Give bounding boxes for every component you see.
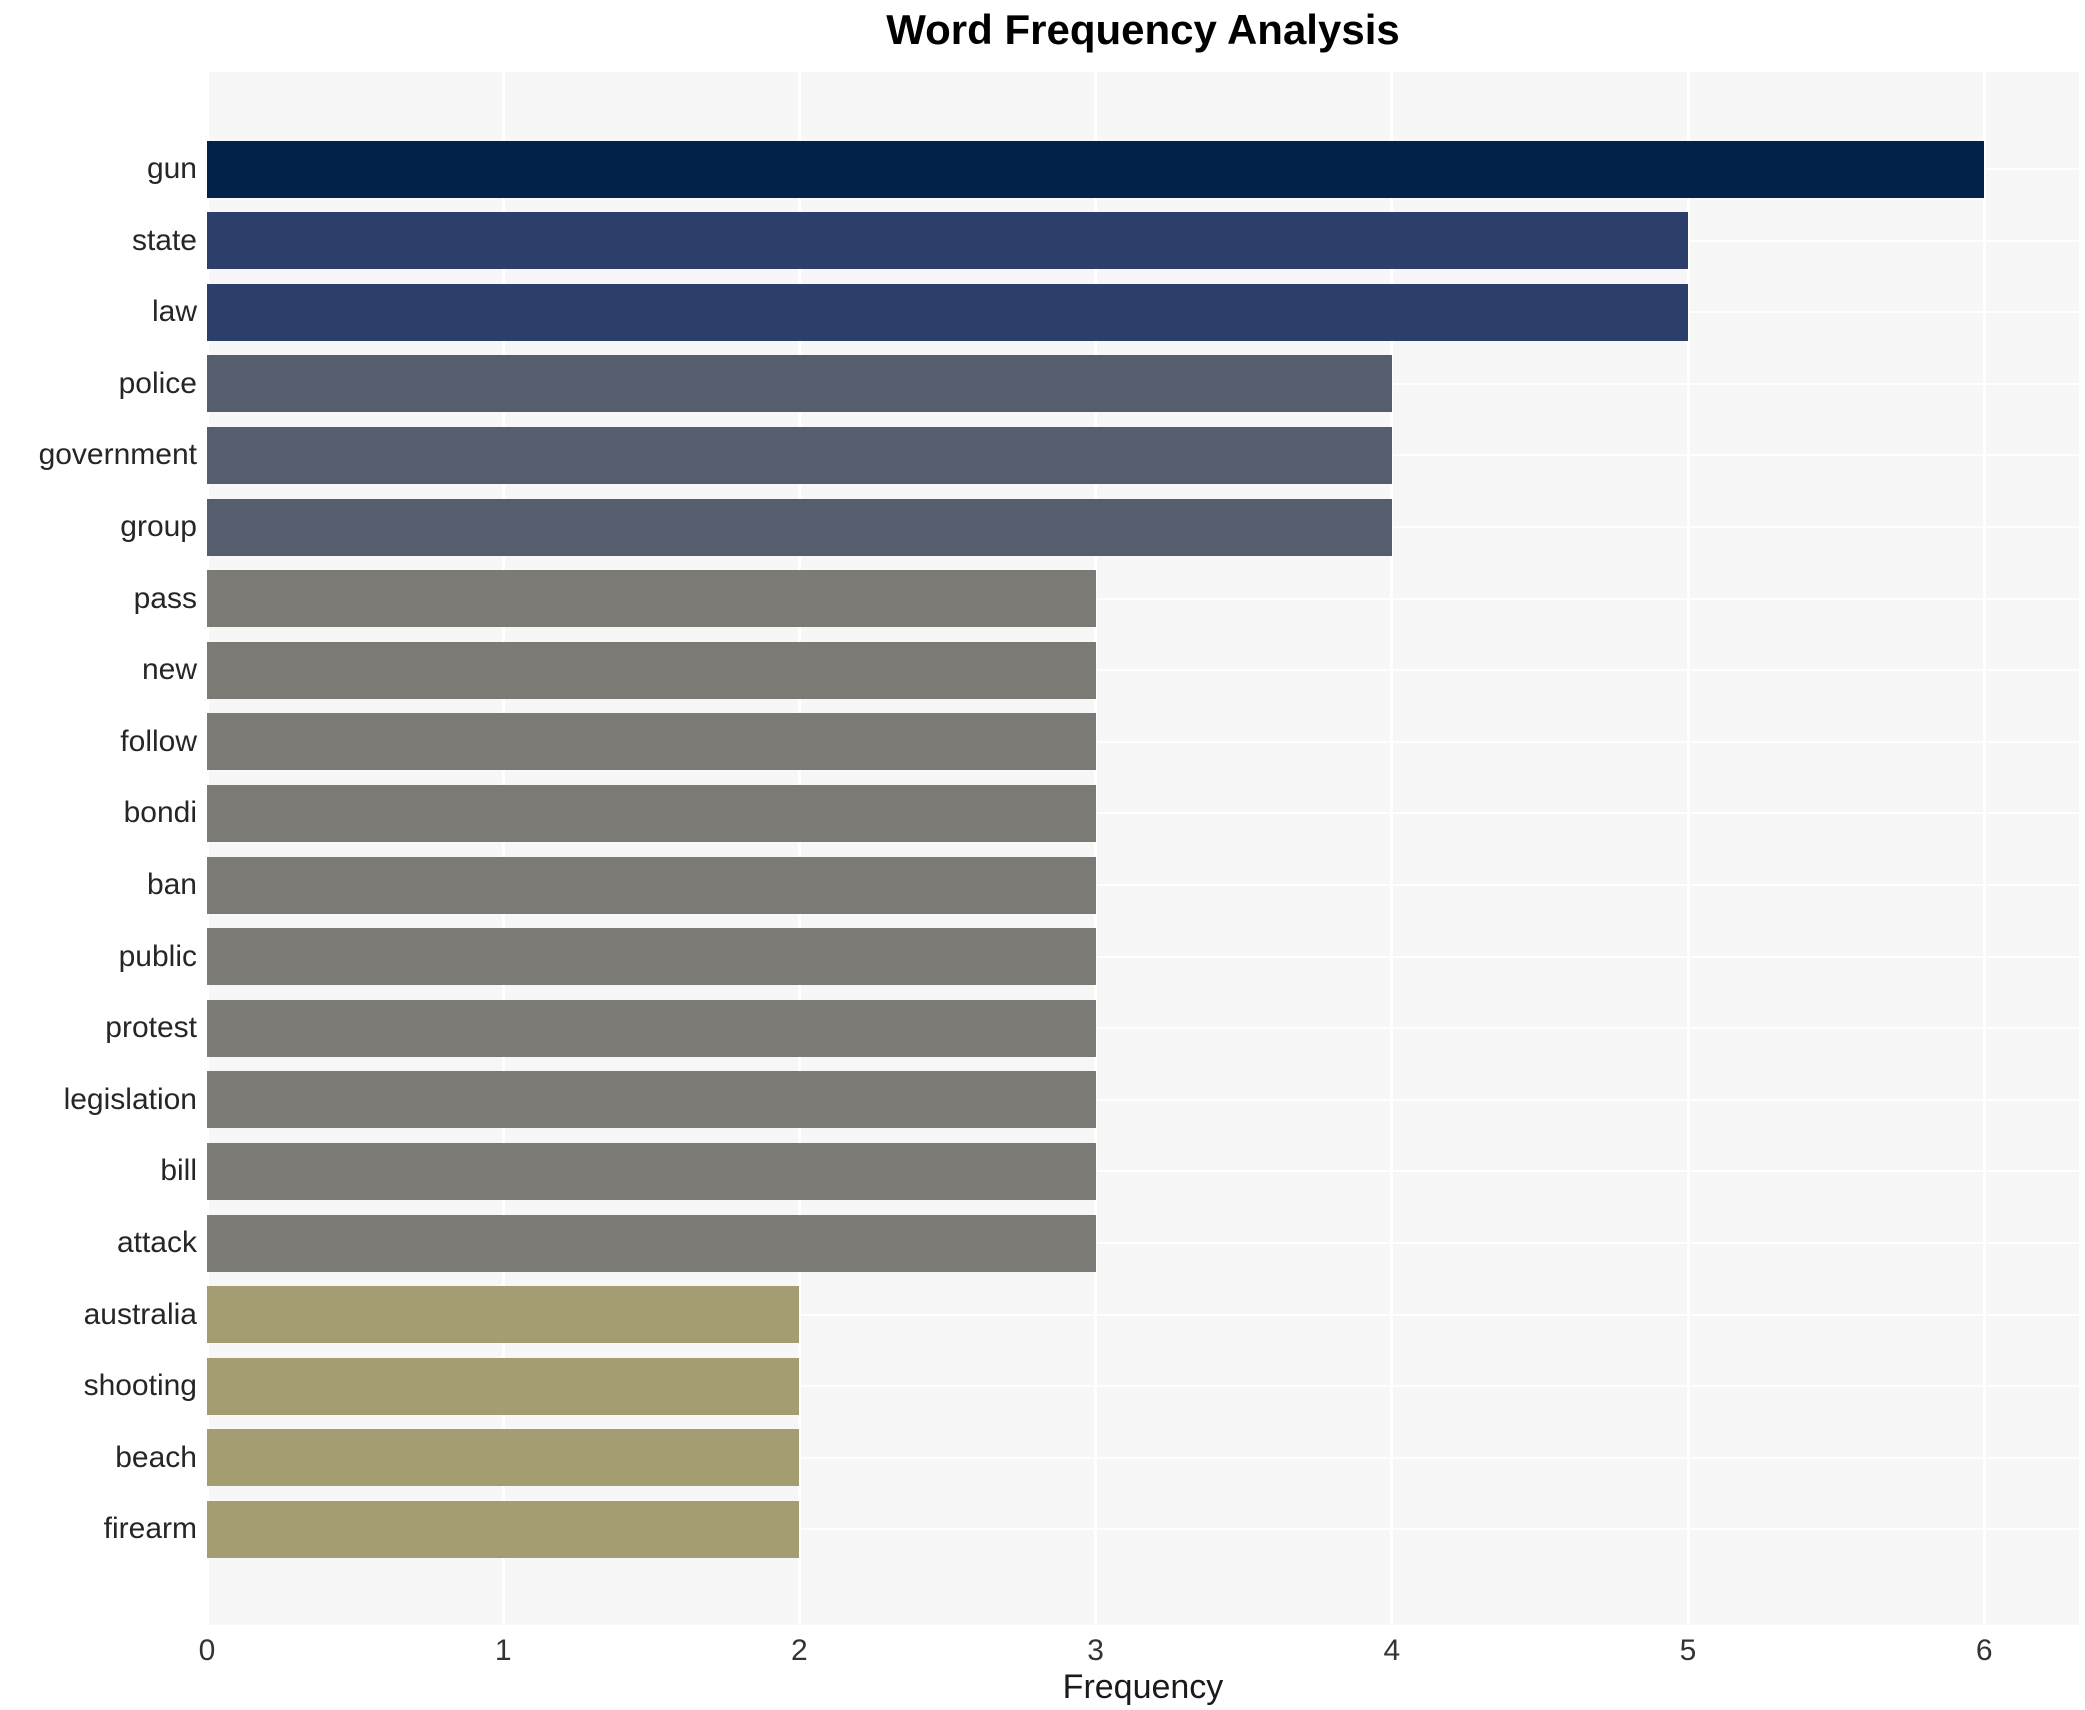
- vertical-gridline: [1982, 72, 1986, 1625]
- horizontal-gridline: [207, 1027, 2079, 1030]
- bar-gun: [207, 140, 1985, 198]
- bar-follow: [207, 713, 1096, 771]
- x-axis-tick-4: 4: [1383, 1634, 1401, 1667]
- horizontal-gridline: [207, 1098, 2079, 1101]
- vertical-gridline: [797, 72, 801, 1625]
- x-axis-tick-5: 5: [1679, 1634, 1697, 1667]
- bar-ban: [207, 856, 1096, 914]
- y-axis-label-attack: attack: [116, 1226, 197, 1259]
- y-axis-label-public: public: [118, 939, 197, 973]
- y-axis-label-firearm: firearm: [103, 1512, 197, 1546]
- horizontal-gridline: [207, 884, 2079, 886]
- horizontal-gridline: [207, 740, 2079, 743]
- x-axis-title: Frequency: [1062, 1668, 1224, 1706]
- horizontal-gridline: [207, 1456, 2079, 1459]
- bar-government: [207, 426, 1392, 484]
- vertical-gridline: [1686, 72, 1690, 1625]
- bar-new: [207, 641, 1096, 699]
- plot-area: [205, 72, 2079, 1625]
- bar-legislation: [207, 1071, 1096, 1129]
- bar-police: [207, 355, 1392, 413]
- y-axis-label-new: new: [141, 653, 197, 687]
- y-axis-label-australia: australia: [83, 1297, 197, 1331]
- x-axis-tick-3: 3: [1087, 1634, 1104, 1667]
- y-axis-label-bondi: bondi: [123, 796, 197, 830]
- bar-group: [207, 498, 1392, 556]
- horizontal-gridline: [207, 1528, 2079, 1531]
- vertical-gridline: [1094, 72, 1098, 1625]
- y-axis-label-protest: protest: [105, 1011, 197, 1045]
- bar-pass: [207, 570, 1096, 628]
- y-axis-label-pass: pass: [133, 581, 197, 615]
- x-axis-tick-1: 1: [494, 1634, 512, 1667]
- horizontal-gridline: [207, 597, 2079, 600]
- horizontal-gridline: [207, 955, 2079, 958]
- y-axis-label-beach: beach: [115, 1440, 197, 1474]
- bar-state: [207, 212, 1688, 270]
- x-axis-tick-0: 0: [198, 1634, 216, 1667]
- vertical-gridline: [501, 72, 505, 1625]
- bar-australia: [207, 1286, 800, 1344]
- y-axis-label-bill: bill: [160, 1154, 197, 1188]
- bar-law: [207, 283, 1688, 341]
- y-axis-label-police: police: [118, 366, 197, 400]
- y-axis-label-follow: follow: [120, 724, 197, 758]
- vertical-gridline: [205, 72, 209, 1625]
- horizontal-gridline: [207, 1170, 2079, 1173]
- horizontal-gridline: [207, 1385, 2079, 1388]
- y-axis-label-state: state: [131, 223, 197, 257]
- bar-protest: [207, 999, 1096, 1057]
- y-axis-label-group: group: [120, 510, 197, 543]
- vertical-gridline: [1390, 72, 1394, 1625]
- y-axis-label-shooting: shooting: [83, 1369, 197, 1403]
- bar-shooting: [207, 1357, 800, 1415]
- horizontal-gridline: [207, 812, 2079, 815]
- horizontal-gridline: [207, 1242, 2079, 1244]
- y-axis-label-legislation: legislation: [63, 1082, 197, 1116]
- x-axis-tick-2: 2: [791, 1634, 808, 1667]
- bar-attack: [207, 1214, 1096, 1272]
- y-axis-label-gun: gun: [146, 152, 197, 185]
- bar-bondi: [207, 784, 1096, 842]
- chart-title: Word Frequency Analysis: [886, 6, 1400, 53]
- bar-bill: [207, 1142, 1096, 1200]
- x-axis-tick-6: 6: [1975, 1634, 1993, 1667]
- y-axis-label-ban: ban: [146, 868, 197, 901]
- bar-public: [207, 928, 1096, 986]
- horizontal-gridline: [207, 1313, 2079, 1316]
- y-axis-label-government: government: [38, 438, 197, 472]
- y-axis-label-law: law: [151, 295, 197, 329]
- bar-firearm: [207, 1500, 800, 1558]
- horizontal-gridline: [207, 669, 2079, 672]
- bar-beach: [207, 1429, 800, 1487]
